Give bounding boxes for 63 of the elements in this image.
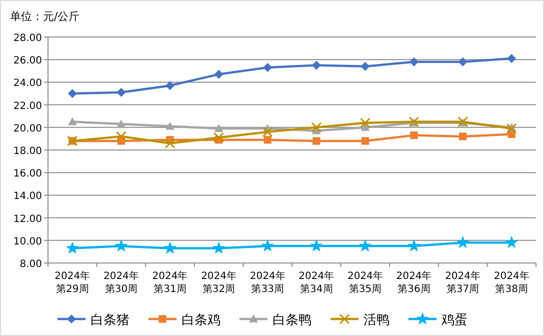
point	[166, 81, 174, 90]
x-tick-label: 2024年第38周	[494, 270, 530, 295]
y-tick-label: 28.00	[13, 33, 42, 44]
y-tick-label: 22.00	[13, 100, 42, 112]
legend-label: 白条鸭	[272, 313, 312, 328]
y-tick-label: 24.00	[13, 78, 42, 90]
legend-label: 鸡蛋	[440, 313, 468, 328]
y-tick-label: 12.00	[13, 214, 42, 225]
y-tick-label: 14.00	[13, 191, 42, 202]
point	[408, 240, 420, 252]
point	[115, 240, 128, 252]
y-tick-label: 8.00	[20, 259, 42, 270]
point	[310, 240, 322, 252]
point	[262, 240, 274, 252]
x-tick-label: 2024年第32周	[201, 270, 237, 295]
point	[507, 54, 516, 63]
point	[360, 118, 370, 128]
point	[116, 120, 126, 128]
point	[116, 131, 126, 142]
point	[264, 136, 272, 144]
point	[214, 124, 224, 132]
point	[361, 137, 369, 145]
y-tick-label: 16.00	[13, 168, 42, 180]
x-tick-label: 2024年第35周	[347, 270, 383, 295]
legend-label: 白条鸡	[182, 313, 220, 328]
x-tick-label: 2024年第31周	[152, 270, 188, 295]
y-tick-label: 18.00	[13, 146, 42, 157]
point	[360, 62, 370, 71]
x-tick-label: 2024年第37周	[445, 270, 481, 295]
point	[458, 57, 468, 66]
point	[164, 138, 176, 148]
y-tick-label: 10.00	[13, 236, 42, 248]
point	[166, 122, 174, 130]
y-tick-label: 26.00	[13, 56, 42, 67]
y-tick-label: 20.00	[13, 123, 42, 134]
x-tick-label: 2024年第33周	[250, 270, 286, 295]
x-tick-label: 2024年第34周	[298, 270, 334, 295]
point	[312, 137, 320, 145]
point	[66, 242, 78, 254]
point	[263, 63, 272, 72]
point	[212, 242, 225, 254]
point	[68, 89, 77, 98]
point	[456, 236, 469, 248]
point	[262, 126, 273, 138]
point	[214, 70, 224, 79]
point	[506, 123, 517, 134]
point	[506, 236, 518, 248]
point	[116, 88, 126, 97]
x-tick-label: 2024年第30周	[103, 270, 139, 295]
point	[410, 57, 418, 66]
point	[164, 242, 176, 254]
point	[410, 132, 418, 140]
point	[68, 117, 77, 126]
point	[359, 240, 372, 252]
point	[311, 122, 322, 133]
point	[312, 60, 321, 70]
point	[459, 132, 467, 140]
x-tick-label: 2024年第36周	[396, 270, 432, 295]
legend-label: 白条猪	[90, 313, 130, 328]
x-tick-label: 2024年第29周	[54, 270, 90, 295]
y-axis-title: 单位：元/公斤	[10, 10, 80, 23]
point	[214, 132, 224, 143]
legend-label: 活鸭	[364, 313, 390, 328]
